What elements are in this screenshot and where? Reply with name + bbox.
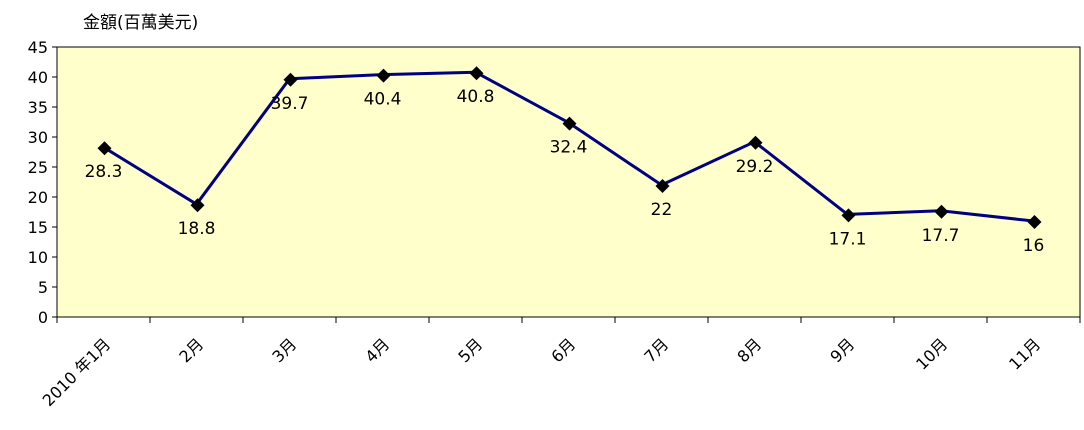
x-tick-label: 6月: [547, 334, 579, 366]
data-point: [190, 198, 205, 213]
y-tick-label: 10: [28, 248, 48, 267]
data-label: 40.8: [457, 87, 495, 107]
y-tick-label: 5: [38, 278, 48, 297]
y-tick-label: 35: [28, 98, 48, 117]
data-point: [376, 68, 391, 83]
series-group: [97, 66, 1042, 229]
data-label: 17.1: [829, 229, 867, 249]
x-tick-label: 7月: [640, 334, 672, 366]
x-tick-label: 8月: [733, 334, 765, 366]
y-axis: 0 5 10 15 20 25 30 35 40 45: [28, 38, 58, 327]
x-tick-label: 3月: [268, 334, 300, 366]
y-tick-label: 40: [28, 68, 48, 87]
data-point: [1027, 215, 1042, 229]
x-tick-label: 4月: [361, 334, 393, 366]
data-point: [934, 204, 949, 219]
data-point: [655, 179, 670, 193]
x-tick-label: 9月: [826, 334, 858, 366]
y-tick-label: 20: [28, 188, 48, 207]
data-point: [283, 72, 298, 87]
data-point: [841, 208, 856, 223]
data-label: 32.4: [550, 138, 588, 158]
data-label: 18.8: [178, 219, 216, 239]
data-label: 22: [651, 200, 673, 220]
x-axis: 2010 年1月 2月 3月 4月 5月 6月 7月 8月 9月 10月 11月: [39, 316, 1081, 410]
x-tick-label: 2月: [175, 334, 207, 366]
data-label: 28.3: [85, 162, 123, 182]
plot-area: [56, 46, 1081, 318]
data-label: 17.7: [922, 226, 960, 246]
data-label: 29.2: [736, 157, 774, 177]
data-labels: 28.3 18.8 39.7 40.4 40.8 32.4 22 29.2 17.1 17.7 16: [85, 87, 1045, 256]
y-tick-label: 25: [28, 158, 48, 177]
data-point: [748, 135, 763, 150]
data-label: 16: [1023, 236, 1045, 256]
data-label: 40.4: [364, 90, 402, 110]
data-label: 39.7: [271, 94, 309, 114]
data-point: [97, 141, 112, 156]
data-point: [469, 66, 484, 81]
data-point: [562, 116, 577, 131]
y-tick-label: 30: [28, 128, 48, 147]
x-tick-label: 10月: [912, 334, 951, 373]
x-tick-label: 11月: [1005, 334, 1044, 373]
x-tick-label: 2010 年1月: [39, 334, 115, 410]
y-tick-label: 45: [28, 38, 48, 57]
y-tick-label: 0: [38, 308, 48, 327]
y-axis-title: 金額(百萬美元): [83, 13, 198, 33]
y-tick-label: 15: [28, 218, 48, 237]
x-tick-label: 5月: [454, 334, 486, 366]
